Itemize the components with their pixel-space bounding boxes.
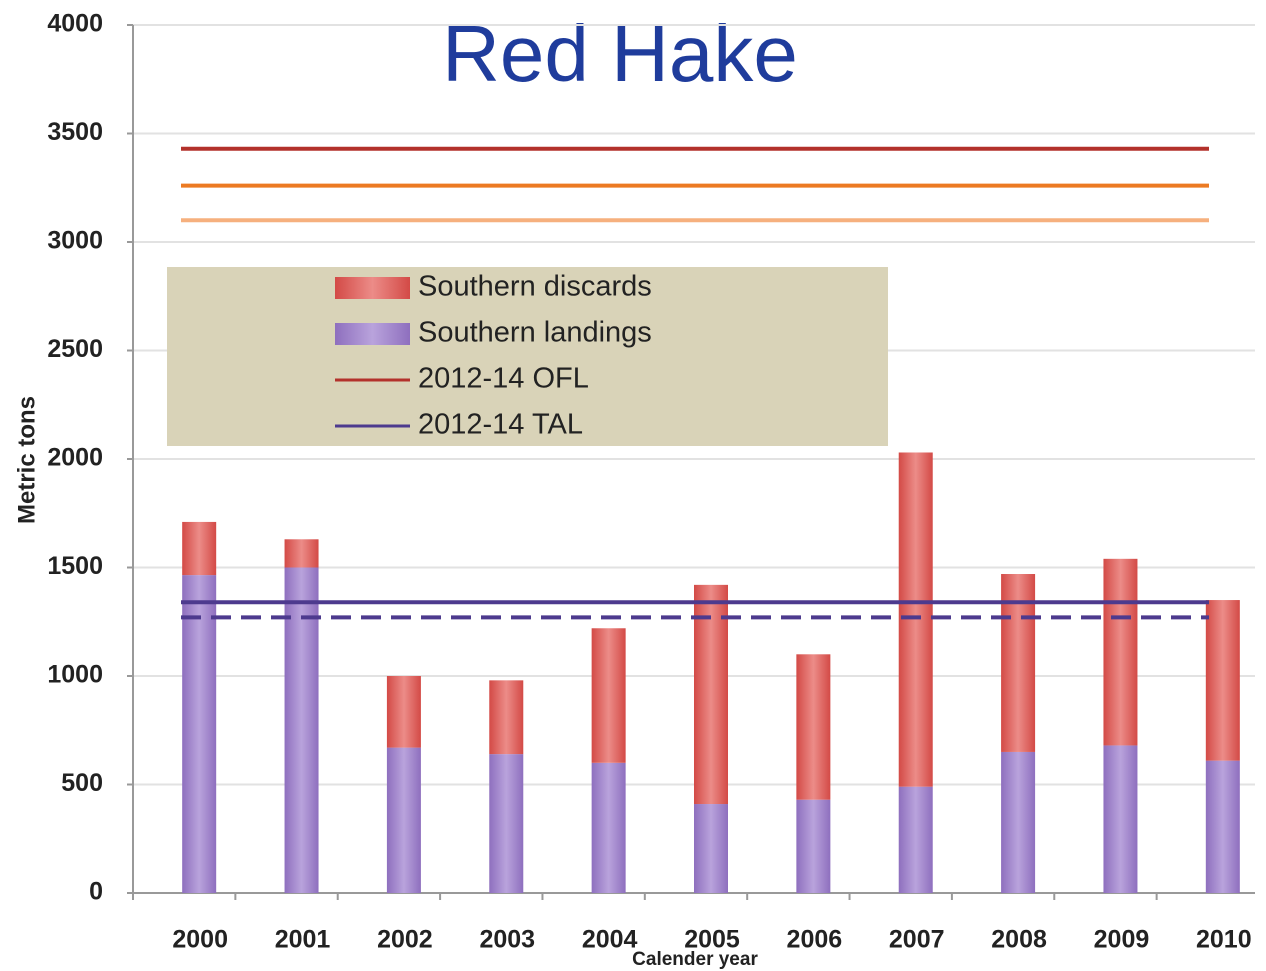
x-tick-label: 2007 [889,926,945,954]
bar-segment [489,754,524,893]
x-tick-label: 2002 [377,926,433,954]
y-tick-label: 1500 [47,552,103,580]
x-tick-label: 2010 [1196,926,1252,954]
y-tick-label: 3000 [47,227,103,255]
chart-title: Red Hake [442,9,798,98]
bar-segment [898,786,933,893]
bar-segment [182,575,217,893]
legend-label: 2012-14 TAL [418,409,583,441]
legend-swatch [335,277,410,299]
x-tick-label: 2004 [582,926,638,954]
bar-segment [694,584,728,805]
bar-segment [386,747,421,893]
bar-segment [284,539,319,568]
y-tick-label: 1000 [47,661,103,689]
bar-segment [1205,600,1240,761]
bar-segment [796,654,831,800]
bar-segment [1205,760,1240,893]
x-tick-label: 2009 [1094,926,1150,954]
bar-segment [796,799,831,893]
bar-segment [386,676,421,748]
y-tick-label: 4000 [47,10,103,38]
bar-segment [284,567,319,893]
bar-segment [1103,745,1138,893]
y-tick-label: 2000 [47,444,103,472]
legend-label: Southern discards [418,271,652,303]
y-axis-label: Metric tons [13,396,40,524]
x-tick-label: 2003 [479,926,535,954]
bar-segment [1103,558,1138,746]
y-tick-label: 3500 [47,118,103,146]
bar-segment [591,762,626,893]
x-tick-label: 2001 [275,926,331,954]
legend-swatch [335,323,410,345]
x-tick-label: 2005 [684,926,740,954]
y-tick-label: 500 [61,769,103,797]
x-tick-label: 2008 [991,926,1047,954]
bar-segment [694,804,728,893]
bar-segment [898,452,933,787]
y-tick-label: 2500 [47,335,103,363]
x-tick-label: 2000 [172,926,228,954]
bar-segment [182,521,217,576]
x-axis-label: Calender year [632,949,758,970]
x-tick-label: 2006 [787,926,843,954]
y-tick-label: 0 [89,878,103,906]
legend: Southern discards Southern landings 2012-1… [167,267,888,446]
bar-segment [591,628,626,763]
legend-box [167,267,888,446]
legend-label: Southern landings [418,317,652,349]
legend-label: 2012-14 OFL [418,363,589,395]
bar-segment [1001,751,1036,893]
bar-segment [489,680,524,755]
